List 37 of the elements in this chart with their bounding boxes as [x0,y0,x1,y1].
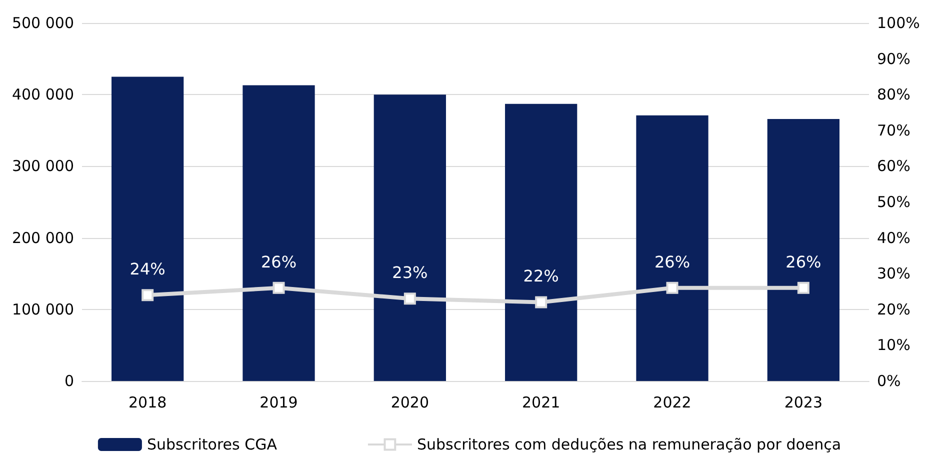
y2-tick-label: 40% [877,228,910,247]
bar [242,85,315,381]
y-tick-label: 300 000 [12,157,74,176]
x-tick-label: 2022 [653,394,692,412]
x-tick-label: 2023 [784,394,823,412]
bar [374,94,446,381]
y2-tick-label: 0% [877,372,901,390]
y2-tick-label: 90% [877,50,910,68]
y-tick-label: 200 000 [12,228,74,247]
data-label: 26% [260,252,297,272]
y2-tick-label: 20% [877,300,910,318]
data-label: 24% [130,260,166,279]
bar [505,104,578,381]
y2-tick-label: 60% [877,157,910,176]
bar [112,76,184,381]
legend-label: Subscritores CGA [146,436,278,454]
y2-tick-label: 10% [877,336,910,354]
data-label: 22% [523,266,559,286]
y2-tick-label: 70% [877,121,910,140]
x-tick-label: 2021 [522,394,560,412]
bar [767,118,840,381]
y2-tick-label: 80% [877,86,910,104]
y-tick-label: 400 000 [12,86,74,104]
y2-tick-label: 30% [877,264,910,283]
y-tick-label: 0 [64,372,74,390]
y-tick-label: 500 000 [12,14,74,32]
data-label: 26% [654,252,690,272]
y-tick-label: 100 000 [12,300,74,318]
data-label: 26% [786,252,822,272]
bar [636,115,708,381]
data-label: 23% [392,263,428,282]
x-tick-label: 2020 [390,394,430,412]
y2-tick-label: 100% [877,14,920,32]
x-tick-label: 2019 [260,394,298,412]
x-tick-label: 2018 [128,394,167,412]
y2-tick-label: 50% [877,193,910,211]
legend-label: Subscritores com deduções na remuneração por doença [416,436,842,454]
